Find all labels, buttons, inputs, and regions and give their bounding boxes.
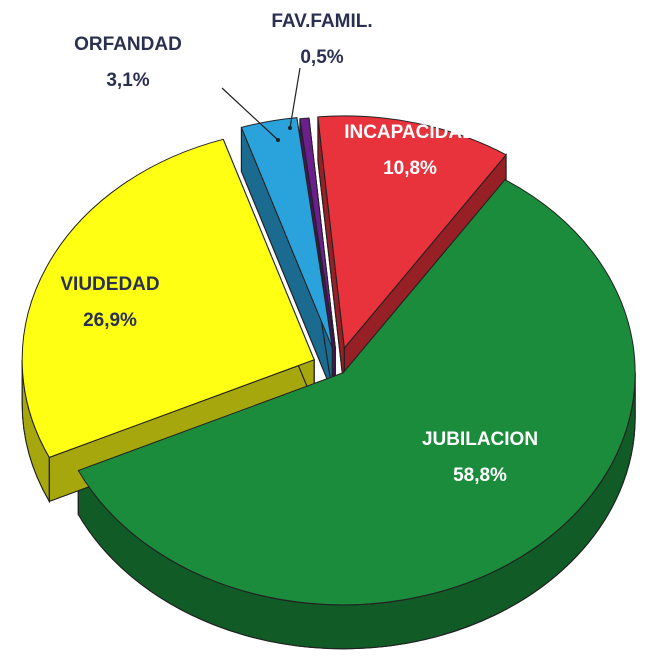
slice-tops [21,115,636,606]
leader-dot [288,126,292,130]
slice-value-label: 3,1% [106,70,149,91]
slice-value-label: 0,5% [300,47,343,68]
slice [77,179,636,606]
slice-label: JUBILACION [422,429,538,450]
slice-value-label: 58,8% [453,465,507,486]
slice [299,117,336,350]
slice-value-label: 10,8% [383,158,437,179]
leader-dot [276,138,280,142]
slice-label: ORFANDAD [74,34,182,55]
leader-line [221,87,279,141]
slice [317,115,507,350]
slice-label: FAV.FAMIL. [271,11,372,32]
slice-label: VIUDEDAD [60,274,159,295]
slice-value-label: 26,9% [83,310,137,331]
leader-line [289,67,301,129]
slice-label: INCAPACIDAD [344,122,476,143]
slice [21,138,315,459]
slice [240,117,333,349]
